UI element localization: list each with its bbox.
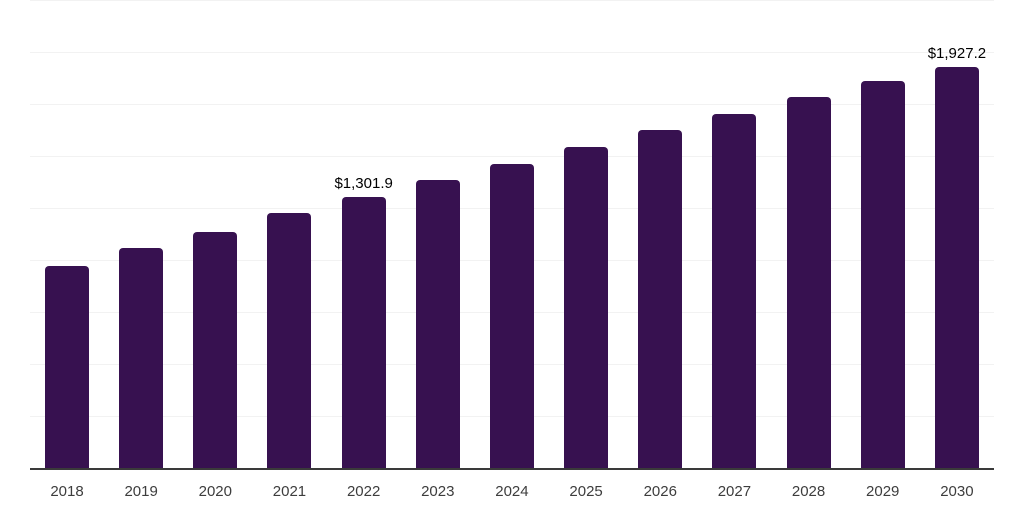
x-tick-2019: 2019 [124,483,158,500]
bar-column-2024 [489,164,534,468]
x-tick-2028: 2028 [791,483,826,500]
bar-2028 [786,97,831,468]
bar-2024 [489,164,534,468]
bar-2029 [860,81,905,468]
bar-2030 [934,67,979,468]
bar-2021 [267,213,312,468]
x-tick-2029: 2029 [866,483,900,500]
bar-column-2028 [786,97,831,468]
x-tick-2020: 2020 [198,483,232,500]
bar-2018 [45,266,89,468]
data-label-2030: $1,927.2 [927,45,987,63]
bar-2019 [119,248,164,468]
gridline-1500 [30,156,994,157]
x-tick-2027: 2027 [717,483,752,500]
bar-column-2029 [860,81,905,468]
x-tick-2023: 2023 [421,483,455,500]
plot-area: $1,301.9 $1,927.2 [30,0,994,470]
bar-column-2020 [193,231,238,468]
x-tick-2024: 2024 [495,483,529,500]
bar-column-2022: $1,301.9 [334,175,393,468]
gridline-2000 [30,52,994,53]
bar-column-2018 [45,266,89,468]
bar-column-2027 [712,114,757,468]
bar-2027 [712,114,757,468]
x-tick-2026: 2026 [643,483,677,500]
x-axis-labels: 2018 2019 2020 2021 2022 2023 2024 2025 2026 2027… [30,483,994,500]
bar-column-2026 [638,130,683,468]
bar-2023 [415,180,460,468]
bar-column-2025 [564,147,609,468]
gridline-2250 [30,0,994,1]
data-label-2022: $1,301.9 [334,175,393,193]
bar-2026 [638,130,683,468]
bar-column-2023 [415,180,460,468]
x-tick-2022: 2022 [346,483,381,500]
gridline-1750 [30,104,994,105]
bar-2020 [193,231,238,468]
bar-column-2021 [267,213,312,468]
x-tick-2025: 2025 [569,483,603,500]
bar-column-2030: $1,927.2 [928,45,986,468]
bars: $1,301.9 $1,927.2 [30,0,994,468]
market-forecast-bar-chart: $1,301.9 $1,927.2 2018 2019 2020 2021 2022 202… [30,0,994,512]
bar-2025 [564,147,609,468]
x-tick-2030: 2030 [940,483,974,500]
x-tick-2021: 2021 [272,483,307,500]
bar-2022 [341,197,386,468]
x-tick-2018: 2018 [50,483,84,500]
bar-column-2019 [119,248,164,468]
